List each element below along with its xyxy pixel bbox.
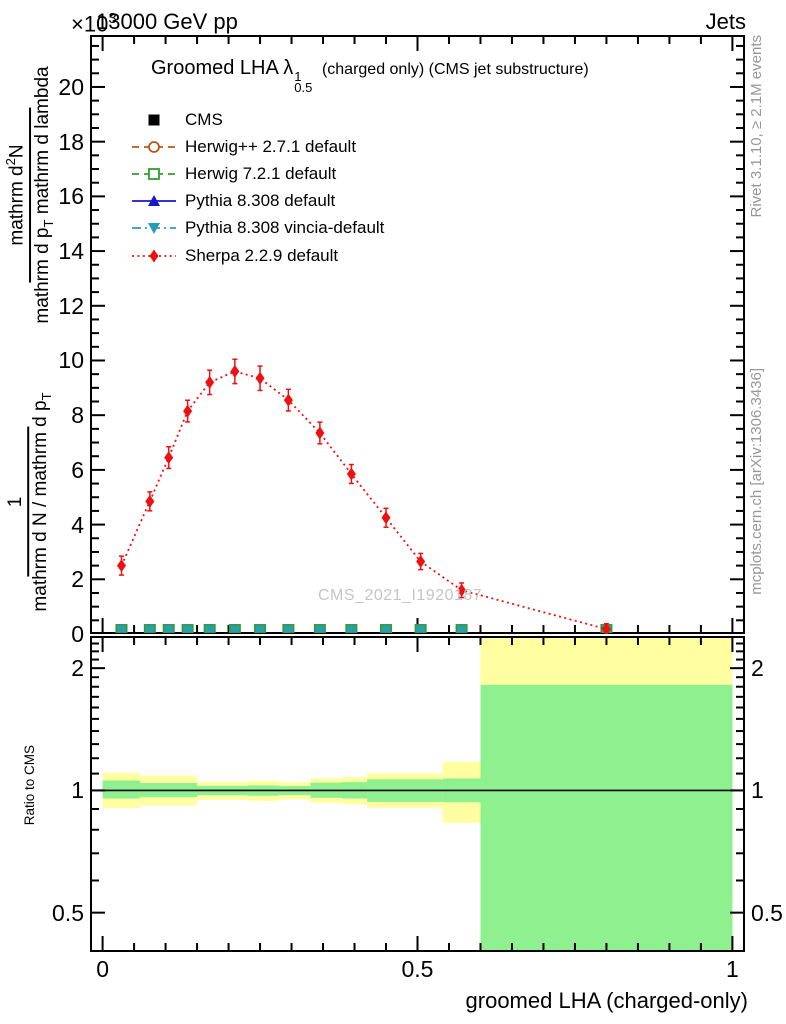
main-plot-canvas [90,35,745,634]
y-axis-scale-factor: ×103 [71,10,117,37]
x-tick-label: 0.5 [401,956,434,982]
pythia-marker-icon [132,191,176,211]
mc-overlap-marker [381,625,391,633]
fraction-numerator: 1 [5,496,27,508]
sherpa-point [346,467,356,481]
legend-item-pythia-vincia: Pythia 8.308 vincia-default [132,215,384,242]
mc-overlap-marker [183,625,193,633]
sherpa-point [145,494,155,508]
main-y-tick-label: 6 [71,456,84,483]
sherpa-point [381,511,391,525]
sherpa-marker-icon [132,246,176,266]
mc-overlap-marker [315,625,325,633]
main-y-tick-label: 8 [71,402,84,429]
legend-item-sherpa: Sherpa 2.2.9 default [132,242,384,269]
watermark: CMS_2021_I1920187 [318,587,483,604]
beam-energy-label: 13000 GeV pp [96,9,238,34]
sherpa-point [457,583,467,597]
sherpa-point [183,404,193,418]
lambda-exponent: 1 0.5 [294,69,313,96]
main-y-tick-label: 14 [58,238,84,265]
lambda-symbol: λ [283,57,294,79]
sherpa-curve [120,370,607,630]
ratio-y-tick-label-left: 2 [71,655,84,682]
ratio-band-green [480,684,733,952]
sherpa-point [230,364,240,378]
fraction-numerator: mathrm d2N [3,144,28,246]
mc-overlap-marker [164,625,174,633]
sherpa-point [601,622,611,634]
x-axis-title: groomed LHA (charged-only) [465,988,748,1013]
mc-overlap-marker [116,625,126,633]
mc-overlap-marker [255,625,265,633]
legend: CMS Herwig++ 2.7.1 default Herwig 7.2.1 … [132,106,384,269]
sherpa-point [283,393,293,407]
mc-overlap-marker [205,625,215,633]
main-y-tick-label: 10 [58,347,84,374]
mc-overlap-marker [416,625,426,633]
herwig7-marker-icon [132,164,176,184]
main-y-tick-label: 2 [71,566,84,593]
legend-item-cms: CMS [132,106,384,133]
herwigpp-marker-icon [132,137,176,157]
mc-overlap-marker [283,625,293,633]
sherpa-point [116,559,126,573]
fraction-bar [27,427,30,577]
sherpa-point [255,371,265,385]
mc-overlap-marker [457,625,467,633]
ratio-y-tick-label-right: 0.5 [751,899,783,926]
main-y-tick-label: 20 [58,73,84,100]
sherpa-point [416,555,426,569]
main-y-tick-label: 4 [71,511,84,538]
sherpa-point [205,375,215,389]
ratio-y-tick-label-right: 1 [751,777,764,804]
ratio-y-tick-label-left: 1 [71,777,84,804]
ratio-y-tick-label-right: 2 [751,655,764,682]
ratio-band-green [102,780,141,799]
ratio-y-tick-label-left: 0.5 [52,899,84,926]
pythia-vincia-marker-icon [132,218,176,238]
mc-overlap-marker [145,625,155,633]
sherpa-point [164,451,174,465]
main-y-tick-label: 16 [58,183,84,210]
legend-item-pythia: Pythia 8.308 default [132,188,384,215]
ratio-plot-panel [90,636,745,952]
x-tick-label: 0 [96,956,109,982]
mc-overlap-marker [346,625,356,633]
ratio-plot-canvas [90,636,745,952]
x-tick-label: 1 [725,956,739,982]
main-y-tick-label: 18 [58,128,84,155]
legend-item-herwigpp: Herwig++ 2.7.1 default [132,133,384,160]
ratio-axis-label: Ratio to CMS [22,745,37,826]
analysis-region-label: Jets [705,9,746,34]
mcplots-attribution-label: mcplots.cern.ch [arXiv:1306.3436] [748,368,765,595]
rivet-version-label: Rivet 3.1.10, ≥ 2.1M events [748,35,765,218]
main-y-tick-label: 0 [71,621,84,647]
main-y-tick-label: 12 [58,292,84,319]
ratio-frame-border [90,636,745,952]
plot-title: Groomed LHA λ 1 0.5 (charged only) (CMS je… [151,57,589,96]
cms-data-marker-icon [132,110,176,130]
legend-item-herwig7: Herwig 7.2.1 default [132,160,384,187]
mc-overlap-marker [230,625,240,633]
fraction-bar [28,107,31,283]
sherpa-point [315,426,325,440]
main-plot-panel [90,35,745,634]
